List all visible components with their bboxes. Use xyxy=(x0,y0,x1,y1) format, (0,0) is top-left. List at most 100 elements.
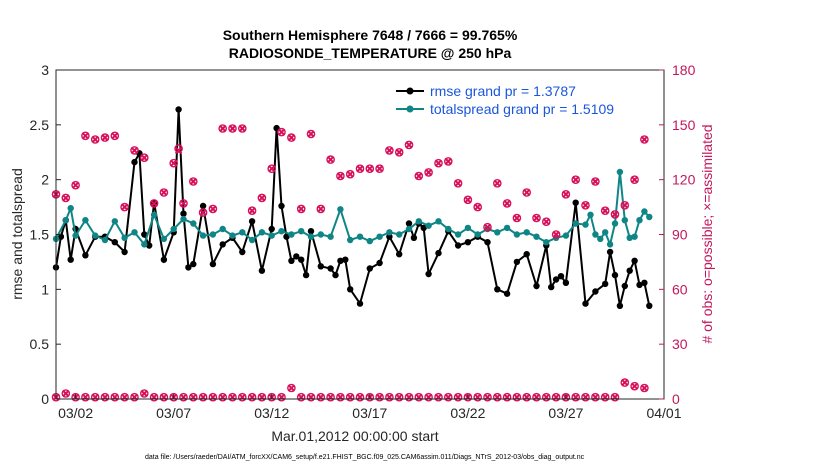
obs-near-zero-marker xyxy=(394,392,404,402)
obs-assimilated-marker xyxy=(326,155,335,164)
obs-possible-marker xyxy=(483,222,492,232)
obs-possible-marker xyxy=(551,230,561,239)
obs-possible-marker xyxy=(296,204,306,214)
y-tick-label: 2.5 xyxy=(30,117,50,133)
obs-assimilated-marker-stroke xyxy=(238,124,247,133)
obs-possible-marker xyxy=(571,175,581,184)
series-point-rmse xyxy=(327,265,334,272)
obs-assimilated-marker xyxy=(101,133,109,142)
obs-assimilated-marker xyxy=(111,132,119,140)
series-point-rmse xyxy=(239,248,246,256)
series-point-totalspread xyxy=(606,241,614,248)
obs-assimilated-marker-stroke xyxy=(228,124,237,133)
obs-near-zero-marker xyxy=(355,392,365,402)
obs-near-zero-marker xyxy=(502,392,512,402)
obs-assimilated-marker-stroke xyxy=(62,194,70,202)
obs-near-zero-assimilated-marker xyxy=(630,382,639,390)
series-point-rmse xyxy=(146,242,153,249)
obs-assimilated-marker-stroke xyxy=(366,164,374,173)
obs-near-zero-marker xyxy=(581,392,590,402)
series-point-rmse xyxy=(646,302,653,309)
obs-possible-marker xyxy=(174,144,183,153)
obs-assimilated-marker-stroke xyxy=(199,208,207,217)
legend: rmse grand pr = 1.3787 totalspread grand… xyxy=(396,83,614,117)
obs-assimilated-marker xyxy=(444,157,452,166)
series-point-rmse xyxy=(219,241,226,248)
series-point-totalspread xyxy=(503,224,511,232)
obs-assimilated-marker-stroke xyxy=(591,177,600,186)
obs-assimilated-marker xyxy=(297,205,305,213)
obs-assimilated-marker xyxy=(174,146,183,155)
obs-assimilated-marker xyxy=(601,207,609,215)
series-point-rmse xyxy=(548,283,555,291)
legend-rmse-marker xyxy=(406,87,414,95)
obs-possible-marker xyxy=(90,135,100,144)
obs-assimilated-marker-stroke xyxy=(630,175,639,184)
obs-near-zero-marker xyxy=(512,392,522,402)
obs-near-zero-marker xyxy=(492,392,502,402)
obs-near-zero-assimilated-marker-stroke xyxy=(640,384,649,392)
obs-possible-marker xyxy=(581,200,590,210)
obs-assimilated-marker xyxy=(415,172,423,180)
obs-possible-marker xyxy=(610,210,620,219)
series-point-totalspread xyxy=(572,220,579,227)
obs-possible-marker xyxy=(434,158,443,168)
series-point-totalspread xyxy=(92,232,99,239)
obs-assimilated-marker xyxy=(248,207,256,215)
obs-possible-marker xyxy=(463,195,473,205)
obs-near-zero-marker xyxy=(522,392,532,402)
obs-possible-marker xyxy=(179,199,188,208)
obs-possible-marker xyxy=(316,204,326,214)
series-point-rmse xyxy=(283,233,290,240)
obs-assimilated-marker-stroke xyxy=(581,201,590,209)
series-point-rmse xyxy=(332,271,339,279)
obs-assimilated-marker-stroke xyxy=(385,146,394,155)
series-point-rmse xyxy=(307,228,315,235)
series-point-rmse xyxy=(464,239,472,246)
obs-near-zero-marker xyxy=(306,392,316,402)
obs-assimilated-marker xyxy=(503,199,511,208)
obs-assimilated-marker-stroke xyxy=(464,196,472,204)
obs-assimilated-marker-stroke xyxy=(174,146,183,155)
obs-assimilated-marker xyxy=(621,201,629,209)
obs-possible-marker xyxy=(237,124,247,133)
obs-assimilated-marker xyxy=(483,223,492,231)
obs-assimilated-marker xyxy=(199,208,207,217)
obs-assimilated-marker xyxy=(542,217,551,226)
obs-near-zero-marker xyxy=(179,392,188,402)
obs-assimilated-marker-stroke xyxy=(130,146,139,155)
x-tick-label: 03/17 xyxy=(352,405,387,421)
obs-near-zero-marker xyxy=(326,392,335,402)
obs-possible-marker xyxy=(375,164,384,173)
series-point-rmse xyxy=(523,251,530,258)
obs-near-zero-marker xyxy=(551,392,561,402)
obs-layer xyxy=(51,124,649,402)
y2-tick-label: 150 xyxy=(672,117,696,133)
obs-possible-marker xyxy=(120,202,129,212)
y2-tick-label: 120 xyxy=(672,172,696,188)
obs-near-zero-marker xyxy=(345,392,355,402)
series-point-rmse xyxy=(356,300,364,307)
obs-possible-marker xyxy=(443,157,453,166)
obs-possible-marker xyxy=(159,188,169,197)
series-point-rmse xyxy=(160,256,168,263)
series-point-rmse xyxy=(248,218,256,225)
obs-assimilated-marker xyxy=(385,146,394,155)
series-point-totalspread xyxy=(386,229,393,236)
series-point-rmse xyxy=(572,199,579,206)
series-point-totalspread xyxy=(366,237,373,245)
obs-assimilated-marker-stroke xyxy=(219,124,227,133)
y-tick-label: 1.5 xyxy=(30,227,50,243)
series-point-totalspread xyxy=(597,235,604,243)
obs-assimilated-marker-stroke xyxy=(523,188,531,197)
obs-assimilated-marker-stroke xyxy=(356,164,364,173)
obs-assimilated-marker xyxy=(346,170,354,178)
series-point-totalspread xyxy=(631,233,638,240)
series-point-rmse xyxy=(454,242,462,249)
series-point-rmse xyxy=(552,276,560,283)
obs-near-zero-marker xyxy=(610,392,620,402)
obs-assimilated-marker xyxy=(581,201,590,209)
obs-possible-marker xyxy=(630,175,639,184)
x-tick-label: 03/07 xyxy=(156,405,191,421)
